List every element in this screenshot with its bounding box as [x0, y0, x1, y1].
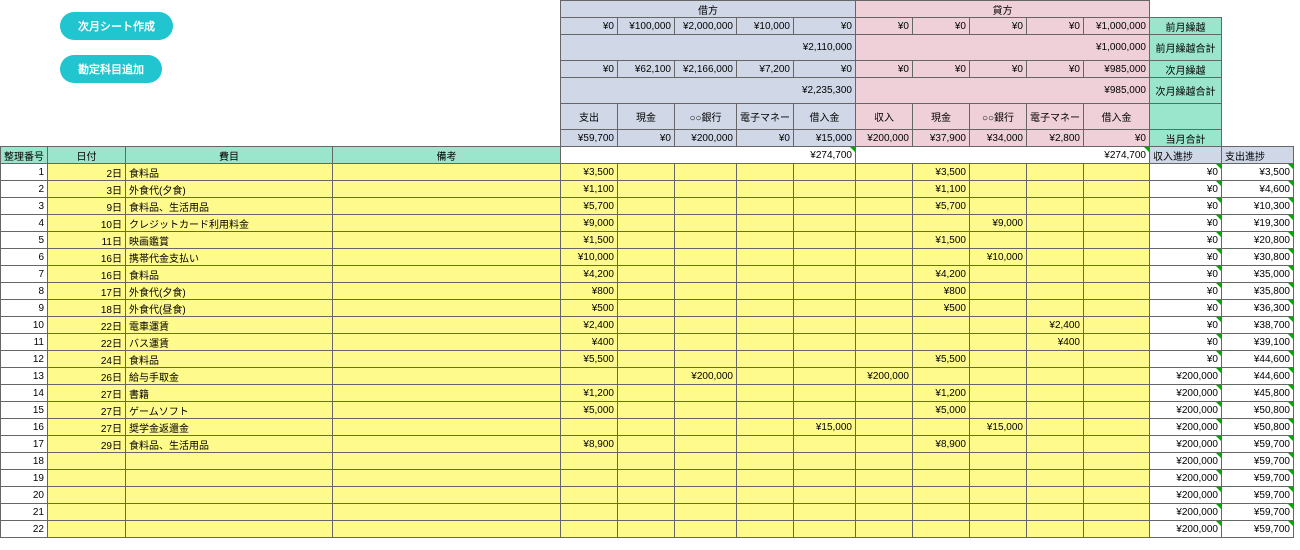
entry-row: 21¥200,000¥59,700 [1, 504, 1294, 521]
entry-row: 616日携帯代金支払い¥10,000¥10,000¥0¥30,800 [1, 249, 1294, 266]
header-debit-credit: 借方貸方 [1, 1, 1294, 18]
entry-row: 12日食料品¥3,500¥3,500¥0¥3,500 [1, 164, 1294, 181]
entry-row: 1326日給与手取金¥200,000¥200,000¥200,000¥44,60… [1, 368, 1294, 385]
entry-row: 1427日書籍¥1,200¥1,200¥200,000¥45,800 [1, 385, 1294, 402]
entry-row: 410日クレジットカード利用料金¥9,000¥9,000¥0¥19,300 [1, 215, 1294, 232]
next-carryover-total-row: ¥2,235,300¥985,000次月繰越合計 [1, 78, 1294, 104]
entry-row: 1627日奨学金返還金¥15,000¥15,000¥200,000¥50,800 [1, 419, 1294, 436]
prev-carryover-row: ¥0¥100,000¥2,000,000¥10,000¥0¥0¥0¥0¥0¥1,… [1, 18, 1294, 35]
entry-row: 1729日食料品、生活用品¥8,900¥8,900¥200,000¥59,700 [1, 436, 1294, 453]
entry-row: 18¥200,000¥59,700 [1, 453, 1294, 470]
ledger-table[interactable]: 借方貸方¥0¥100,000¥2,000,000¥10,000¥0¥0¥0¥0¥… [0, 0, 1294, 538]
entry-row: 1527日ゲームソフト¥5,000¥5,000¥200,000¥50,800 [1, 402, 1294, 419]
prev-carryover-total-row: ¥2,110,000¥1,000,000前月繰越合計 [1, 35, 1294, 61]
entry-row: 22¥200,000¥59,700 [1, 521, 1294, 538]
entry-row: 817日外食代(夕食)¥800¥800¥0¥35,800 [1, 283, 1294, 300]
entry-row: 23日外食代(夕食)¥1,100¥1,100¥0¥4,600 [1, 181, 1294, 198]
column-header-row: 支出現金○○銀行電子マネー借入金収入現金○○銀行電子マネー借入金 [1, 104, 1294, 130]
entry-row: 918日外食代(昼食)¥500¥500¥0¥36,300 [1, 300, 1294, 317]
entry-row: 1122日バス運賃¥400¥400¥0¥39,100 [1, 334, 1294, 351]
entry-row: 39日食料品、生活用品¥5,700¥5,700¥0¥10,300 [1, 198, 1294, 215]
entry-row: 1224日食料品¥5,500¥5,500¥0¥44,600 [1, 351, 1294, 368]
entry-row: 511日映画鑑賞¥1,500¥1,500¥0¥20,800 [1, 232, 1294, 249]
entry-row: 19¥200,000¥59,700 [1, 470, 1294, 487]
progress-header-row: 整理番号日付費目備考¥274,700¥274,700収入進捗支出進捗 [1, 147, 1294, 164]
month-total-row: ¥59,700¥0¥200,000¥0¥15,000¥200,000¥37,90… [1, 130, 1294, 147]
entry-row: 20¥200,000¥59,700 [1, 487, 1294, 504]
entry-row: 1022日電車運賃¥2,400¥2,400¥0¥38,700 [1, 317, 1294, 334]
next-carryover-row: ¥0¥62,100¥2,166,000¥7,200¥0¥0¥0¥0¥0¥985,… [1, 61, 1294, 78]
entry-row: 716日食料品¥4,200¥4,200¥0¥35,000 [1, 266, 1294, 283]
